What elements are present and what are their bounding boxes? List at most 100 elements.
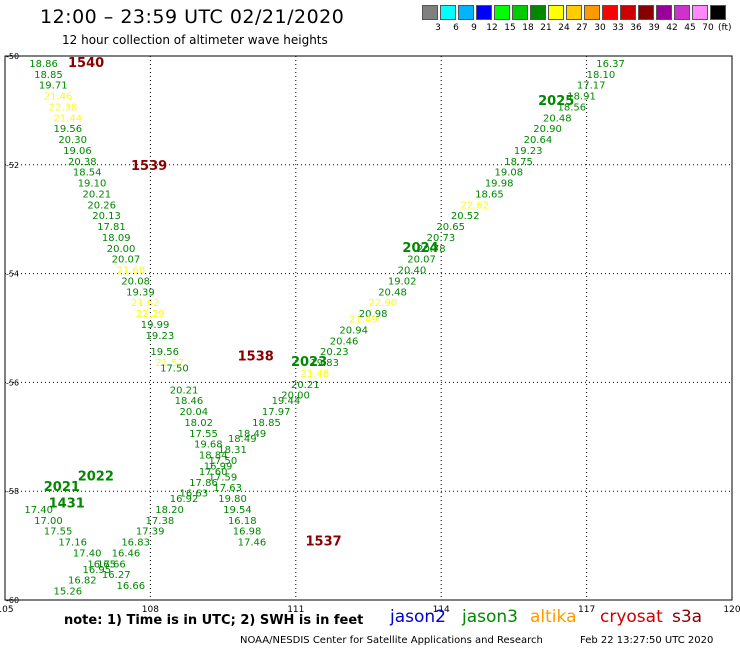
lon-tick-label: 117 bbox=[578, 605, 595, 615]
wave-height-value: 19.39 bbox=[126, 287, 155, 298]
pass-time-label: 2025 bbox=[538, 94, 574, 109]
wave-height-value: 16.46 bbox=[112, 548, 141, 559]
wave-height-value: 17.81 bbox=[97, 222, 126, 233]
pass-time-label: 2022 bbox=[78, 469, 114, 484]
wave-height-value: 20.13 bbox=[92, 211, 121, 222]
wave-height-value: 16.83 bbox=[121, 538, 150, 549]
wave-height-value: 17.63 bbox=[213, 483, 242, 494]
wave-height-value: 16.82 bbox=[68, 576, 97, 587]
lon-tick-label: 111 bbox=[287, 605, 304, 615]
wave-height-value: 19.56 bbox=[150, 347, 179, 358]
wave-height-value: 21.57 bbox=[155, 358, 184, 369]
wave-height-value: 19.99 bbox=[141, 320, 170, 331]
wave-height-value: 18.49 bbox=[228, 434, 257, 445]
timestamp: Feb 22 13:27:50 UTC 2020 bbox=[580, 635, 714, 646]
legend-unit: (ft) bbox=[718, 23, 732, 33]
legend-swatch bbox=[512, 5, 528, 20]
wave-height-value: 17.97 bbox=[262, 407, 291, 418]
wave-height-value: 20.04 bbox=[179, 407, 208, 418]
wave-height-value: 16.27 bbox=[102, 570, 131, 581]
wave-height-value: 17.40 bbox=[73, 548, 102, 559]
legend-swatch bbox=[620, 5, 636, 20]
wave-height-value: 19.98 bbox=[485, 179, 514, 190]
legend-label: 42 bbox=[666, 23, 678, 33]
pass-time-label: 2021 bbox=[44, 480, 80, 495]
wave-height-value: 19.10 bbox=[78, 179, 107, 190]
wave-height-value: 19.54 bbox=[223, 505, 252, 516]
legend-swatch bbox=[584, 5, 600, 20]
lon-tick-label: 105 bbox=[0, 605, 14, 615]
legend-swatch bbox=[458, 5, 474, 20]
wave-height-value: 21.44 bbox=[53, 113, 82, 124]
wave-height-value: 16.66 bbox=[116, 581, 145, 592]
wave-height-value: 16.37 bbox=[596, 59, 625, 70]
wave-height-value: 19.06 bbox=[63, 146, 92, 157]
wave-height-value: 20.64 bbox=[524, 135, 553, 146]
wave-height-value: 16.98 bbox=[233, 527, 262, 538]
wave-height-value: 18.84 bbox=[199, 451, 228, 462]
satellite-legend-altika: altika bbox=[530, 607, 577, 627]
wave-height-value: 20.48 bbox=[543, 113, 572, 124]
wave-height-value: 17.50 bbox=[209, 456, 238, 467]
wave-height-value: 17.46 bbox=[238, 538, 267, 549]
wave-height-value: 22.62 bbox=[461, 200, 490, 211]
note-text: note: 1) Time is in UTC; 2) SWH is in fe… bbox=[64, 613, 364, 628]
wave-height-value: 18.54 bbox=[73, 168, 102, 179]
wave-height-value: 19.68 bbox=[194, 440, 223, 451]
legend-label: 30 bbox=[594, 23, 606, 33]
legend-label: 12 bbox=[486, 23, 498, 33]
legend-label: 3 bbox=[435, 23, 441, 33]
wave-height-value: 22.38 bbox=[49, 102, 78, 113]
wave-height-value: 19.80 bbox=[218, 494, 247, 505]
wave-height-value: 18.20 bbox=[155, 505, 184, 516]
pass-time-label: 2023 bbox=[291, 355, 327, 370]
legend-label: 6 bbox=[453, 23, 459, 33]
legend-label: 36 bbox=[630, 23, 642, 33]
wave-height-value: 20.26 bbox=[87, 200, 116, 211]
wave-height-value: 20.65 bbox=[436, 222, 465, 233]
legend-label: 70 bbox=[702, 23, 714, 33]
wave-height-value: 21.49 bbox=[349, 315, 378, 326]
wave-height-value: 20.07 bbox=[112, 255, 141, 266]
wave-height-value: 20.07 bbox=[407, 255, 436, 266]
wave-height-value: 16.18 bbox=[228, 516, 257, 527]
wave-height-value: 20.38 bbox=[68, 157, 97, 168]
satellite-legend-cryosat: cryosat bbox=[600, 607, 663, 627]
wave-height-value: 18.85 bbox=[252, 418, 281, 429]
wave-height-value: 21.48 bbox=[301, 369, 330, 380]
wave-height-value: 17.59 bbox=[209, 472, 238, 483]
wave-height-value: 17.55 bbox=[189, 429, 218, 440]
satellite-legend-jason3: jason3 bbox=[462, 607, 518, 627]
wave-height-value: 20.21 bbox=[170, 385, 199, 396]
wave-height-value: 20.40 bbox=[398, 266, 427, 277]
wave-height-value: 18.31 bbox=[218, 445, 247, 456]
wave-height-value: 21.46 bbox=[44, 92, 73, 103]
wave-height-value: 17.16 bbox=[58, 538, 87, 549]
legend-label: 45 bbox=[684, 23, 696, 33]
legend-swatch bbox=[602, 5, 618, 20]
wave-height-value: 16.63 bbox=[179, 489, 208, 500]
wave-height-value: 16.99 bbox=[204, 461, 233, 472]
wave-height-value: 18.46 bbox=[175, 396, 204, 407]
wave-height-value: 18.85 bbox=[34, 70, 63, 81]
wave-height-value: 18.10 bbox=[587, 70, 616, 81]
lat-tick-label: -54 bbox=[6, 270, 19, 279]
map-frame bbox=[4, 55, 733, 601]
pass-time-label: 1538 bbox=[238, 350, 274, 365]
wave-height-value: 17.86 bbox=[189, 478, 218, 489]
legend-label: 15 bbox=[504, 23, 516, 33]
lat-tick-label: -60 bbox=[6, 596, 19, 605]
wave-height-value: 21.62 bbox=[131, 298, 160, 309]
legend-swatch bbox=[638, 5, 654, 20]
wave-height-value: 17.17 bbox=[577, 81, 606, 92]
wave-height-value: 16.95 bbox=[83, 565, 112, 576]
wave-height-value: 17.66 bbox=[97, 559, 126, 570]
legend-label: 39 bbox=[648, 23, 660, 33]
wave-height-value: 17.60 bbox=[199, 467, 228, 478]
wave-height-value: 20.30 bbox=[58, 135, 87, 146]
wave-height-value: 18.65 bbox=[475, 189, 504, 200]
legend-swatch bbox=[476, 5, 492, 20]
wave-height-value: 19.08 bbox=[495, 168, 524, 179]
wave-height-value: 15.26 bbox=[53, 587, 82, 598]
